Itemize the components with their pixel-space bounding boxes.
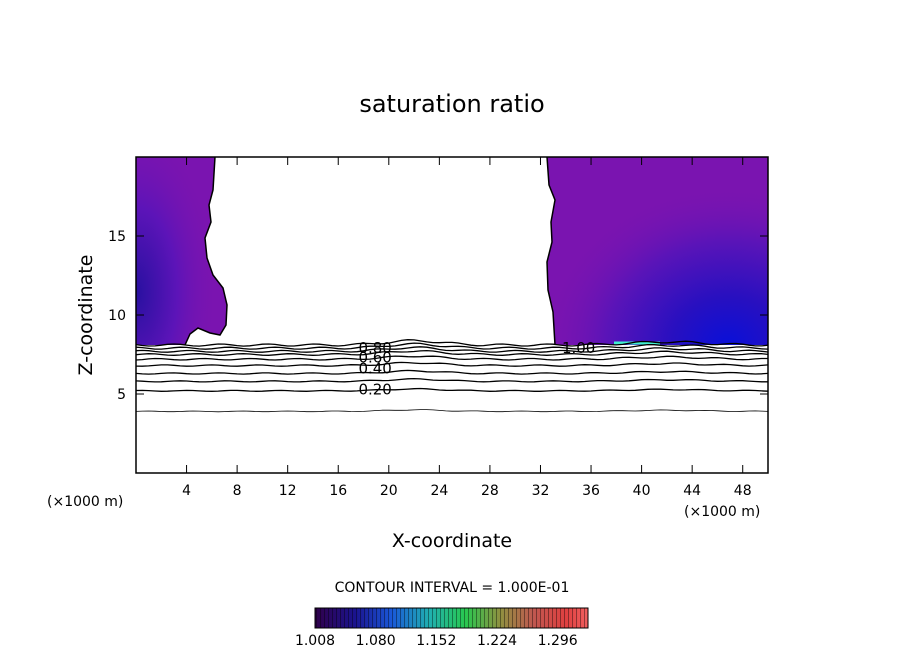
contour-line: [135, 387, 769, 392]
contour-label: 0.80: [358, 339, 391, 357]
x-tick-label: 8: [233, 483, 242, 499]
contour-line: [135, 349, 769, 356]
x-tick-label: 48: [734, 483, 752, 499]
contour-line: [135, 339, 769, 347]
x-tick-label: 12: [279, 483, 297, 499]
contour-label: 0.60: [358, 349, 391, 367]
contour-line: [135, 342, 769, 350]
boundary-left: [184, 156, 228, 346]
contour-line: [135, 361, 769, 367]
x-axis-label: X-coordinate: [392, 530, 512, 552]
colorbar-tick-label: 1.152: [416, 633, 456, 649]
x-axis: 4 8 12 16 20 24 28 32 36 40 44 48: [182, 157, 752, 499]
contour-label: 0.20: [358, 380, 391, 398]
contour-interval-text: CONTOUR INTERVAL = 1.000E-01: [335, 580, 570, 596]
y-tick-label: 10: [108, 308, 126, 324]
colorbar-frame: [314, 607, 589, 629]
x-tick-label: 28: [481, 483, 499, 499]
colorbar-hatch: [315, 608, 588, 628]
contour-line: [135, 355, 768, 361]
x-tick-label: 16: [329, 483, 347, 499]
y-axis-label: Z-coordinate: [75, 255, 97, 376]
x-tick-label: 40: [633, 483, 651, 499]
x-tick-label: 4: [182, 483, 191, 499]
contour-label: 1.00: [562, 339, 595, 357]
saturated-region-right-shading: [547, 157, 768, 345]
colorbar-tick-label: 1.224: [477, 633, 517, 649]
x-tick-label: 24: [430, 483, 448, 499]
chart-title: saturation ratio: [359, 90, 544, 118]
boundary-right: [546, 156, 556, 346]
colorbar: 1.008 1.080 1.152 1.224 1.296: [295, 607, 589, 649]
plot-area: 0.20 0.400.600.80 1.00: [135, 156, 769, 474]
contour-label: 0.40: [358, 360, 391, 378]
saturated-region-left-shading: [136, 157, 227, 345]
y-tick-label: 5: [117, 387, 126, 403]
contour-labels: 0.20 0.400.600.80 1.00: [358, 339, 595, 398]
colorbar-tick-label: 1.008: [295, 633, 335, 649]
x-tick-label: 32: [532, 483, 550, 499]
contour-line: [135, 377, 768, 383]
contour-line: [135, 369, 769, 375]
contour-line: [135, 409, 769, 413]
colorbar-tick-label: 1.080: [356, 633, 396, 649]
contour-lines: [135, 339, 769, 413]
x-tick-label: 44: [683, 483, 701, 499]
y-axis: 5 10 15: [108, 229, 768, 403]
x-unit-left: (×1000 m): [47, 494, 123, 510]
colorbar-tick-labels: 1.008 1.080 1.152 1.224 1.296: [295, 633, 578, 649]
x-tick-label: 36: [582, 483, 600, 499]
x-tick-label: 20: [380, 483, 398, 499]
y-tick-label: 15: [108, 229, 126, 245]
colorbar-tick-label: 1.296: [538, 633, 578, 649]
x-unit-right: (×1000 m): [684, 504, 760, 520]
contour-line: [135, 346, 769, 353]
